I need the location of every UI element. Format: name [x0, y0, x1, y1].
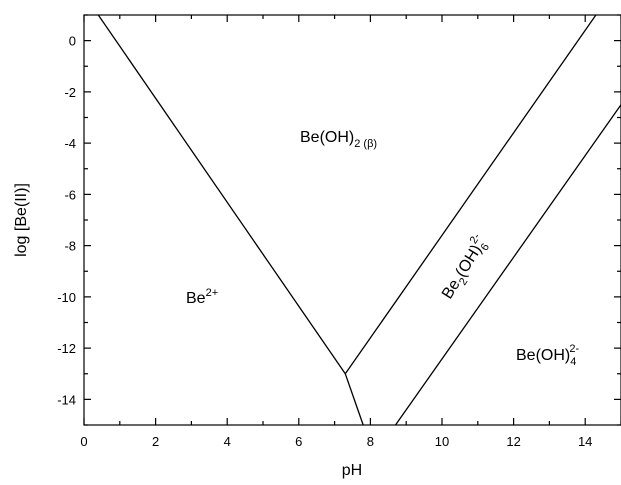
x-tick-label: 0	[80, 434, 87, 449]
region-label-beoh4: Be(OH)42-	[516, 343, 579, 368]
x-tick-label: 2	[152, 434, 159, 449]
region-label-be2oh6: Be2(OH)62-	[436, 231, 495, 304]
y-axis-title: log [Be(II)]	[13, 183, 30, 257]
x-tick-label: 6	[295, 434, 302, 449]
boundary-line-3	[344, 14, 597, 375]
y-tick-label: -10	[57, 290, 76, 305]
boundary-line-1	[97, 14, 346, 375]
boundary-lines	[97, 14, 621, 426]
x-tick-label: 4	[224, 434, 231, 449]
x-tick-label: 12	[506, 434, 520, 449]
y-tick-label: 0	[69, 34, 76, 49]
y-tick-label: -2	[64, 85, 76, 100]
region-label-be2plus: Be2+	[186, 287, 218, 307]
x-tick-label: 14	[578, 434, 592, 449]
y-tick-label: -12	[57, 341, 76, 356]
boundary-line-4	[394, 104, 621, 426]
y-tick-label: -6	[64, 187, 76, 202]
y-tick-label: -8	[64, 239, 76, 254]
region-label-beoh2-beta: Be(OH)2 (β)	[300, 129, 377, 150]
axis-ticks: 0 2 4 6 8 10 12 14 0 -2 -4 -6 -8 -10 -12 -14	[57, 14, 621, 449]
boundary-line-2	[344, 373, 364, 426]
x-tick-label: 10	[435, 434, 449, 449]
y-tick-label: -14	[57, 392, 76, 407]
x-axis-title: pH	[342, 462, 362, 479]
x-tick-label: 8	[367, 434, 374, 449]
y-tick-label: -4	[64, 136, 76, 151]
